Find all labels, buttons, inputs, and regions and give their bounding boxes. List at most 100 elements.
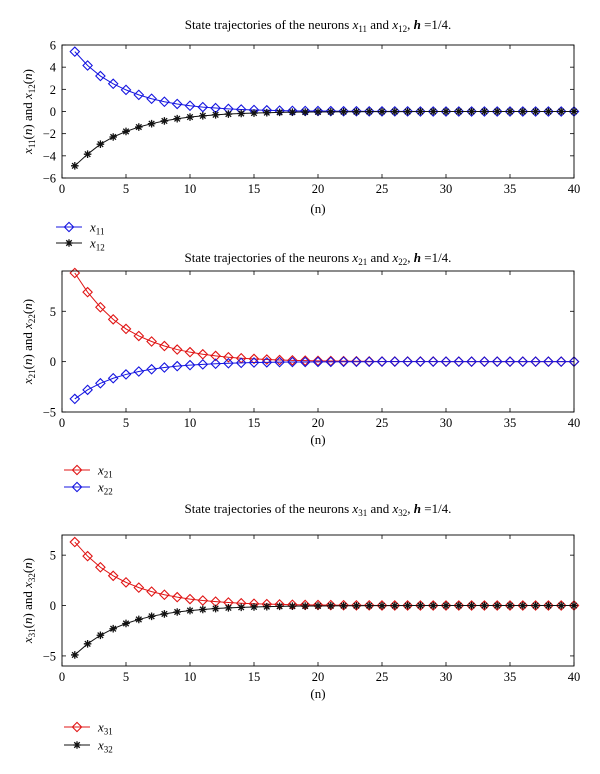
point-x12 — [71, 162, 79, 170]
legend-item-x22: x22 — [64, 480, 113, 497]
point-x31 — [197, 595, 209, 606]
point-x31 — [402, 600, 413, 611]
point-x21 — [120, 323, 132, 335]
point-x32 — [122, 619, 130, 628]
point-x32 — [531, 601, 540, 610]
title-var: x — [391, 250, 398, 265]
y-label-text: ( — [20, 135, 35, 139]
point-x12 — [416, 107, 425, 116]
point-x22 — [223, 357, 234, 369]
point-x22 — [69, 393, 81, 405]
legend-var: x — [97, 720, 104, 735]
title-var: x — [391, 501, 398, 516]
point-x21 — [69, 267, 81, 279]
point-x12 — [467, 107, 476, 116]
point-x32 — [493, 601, 501, 610]
title-var-subscript: 21 — [358, 257, 367, 267]
legend-var: x — [97, 463, 104, 478]
point-x22 — [171, 360, 183, 372]
y-label-var: x — [20, 582, 35, 589]
y-label-var: n — [20, 303, 35, 310]
legend-item-x12: x12 — [56, 236, 105, 253]
plot-frame — [61, 44, 575, 179]
legend-marker — [71, 721, 83, 733]
point-x31 — [415, 600, 426, 611]
point-x11 — [466, 106, 477, 117]
point-x22 — [402, 356, 413, 368]
x-tick-label: 0 — [59, 670, 65, 684]
point-x31 — [120, 576, 132, 588]
point-x31 — [389, 600, 401, 611]
x-tick-label: 25 — [376, 182, 389, 196]
point-x31 — [82, 550, 93, 562]
legend-label: x22 — [97, 480, 113, 497]
legend-subscript: 21 — [104, 470, 113, 480]
point-x21 — [299, 355, 311, 367]
legend-subscript: 32 — [104, 745, 113, 755]
y-label-var: x — [20, 148, 35, 155]
point-x12 — [199, 112, 207, 120]
title-var: x — [351, 250, 358, 265]
x-tick-label: 10 — [184, 416, 197, 430]
point-x21 — [197, 348, 209, 360]
point-x11 — [427, 106, 439, 117]
series-x31 — [69, 536, 580, 611]
x-tick-label: 0 — [59, 416, 65, 430]
point-x32 — [263, 602, 271, 611]
y-label-text: ) and — [20, 329, 35, 359]
series-line-x12 — [74, 111, 574, 167]
x-tick-label: 15 — [248, 182, 261, 196]
point-x11 — [363, 106, 375, 117]
series-line-x31 — [74, 541, 574, 607]
point-x11 — [543, 106, 554, 117]
title-text: and — [367, 250, 392, 265]
point-x22 — [107, 372, 119, 384]
chart-title: State trajectories of the neurons x21 an… — [185, 250, 452, 267]
point-x22 — [120, 369, 132, 380]
point-x12 — [275, 108, 284, 117]
point-x12 — [327, 108, 335, 116]
point-x22 — [287, 356, 298, 368]
chart-title: State trajectories of the neurons x11 an… — [185, 17, 452, 34]
title-text: =1/4. — [421, 250, 451, 265]
point-x22 — [427, 356, 439, 368]
y-label-subscript: 21 — [27, 369, 37, 378]
point-x22 — [479, 356, 490, 368]
y-label-var: x — [20, 323, 35, 330]
legend-marker — [73, 741, 81, 749]
x-tick-label: 30 — [440, 670, 453, 684]
point-x22 — [159, 362, 170, 373]
y-label-var: x — [20, 378, 35, 385]
point-x12 — [186, 113, 194, 121]
plot-frame — [61, 270, 575, 413]
point-x11 — [351, 105, 362, 117]
x-tick-label: 15 — [248, 416, 261, 430]
point-x12 — [378, 107, 386, 116]
y-tick-label: −2 — [43, 127, 56, 141]
point-x11 — [133, 89, 145, 101]
point-x11 — [453, 106, 465, 117]
x-tick-label: 40 — [568, 416, 581, 430]
point-x22 — [491, 356, 503, 368]
point-x12 — [352, 107, 361, 116]
point-x11 — [555, 106, 567, 117]
y-label-text: ) and — [20, 588, 35, 618]
point-x32 — [71, 651, 79, 659]
title-var: x — [351, 501, 358, 516]
point-x12 — [288, 108, 297, 116]
title-text: State trajectories of the neurons — [185, 250, 353, 265]
point-x32 — [416, 601, 425, 610]
point-x21 — [261, 354, 273, 365]
legend-var: x — [89, 236, 96, 251]
point-x22 — [517, 356, 529, 368]
point-x21 — [133, 330, 145, 342]
point-x31 — [517, 600, 529, 611]
x-axis-label: (n) — [310, 686, 325, 701]
point-x22 — [466, 356, 477, 368]
legend-subscript: 22 — [104, 487, 113, 497]
y-label-var: n — [20, 562, 35, 569]
legend-var: x — [97, 480, 104, 495]
x-tick-label: 40 — [568, 670, 581, 684]
chart-3: State trajectories of the neurons x31 an… — [20, 501, 580, 755]
plot-frame — [61, 534, 575, 667]
